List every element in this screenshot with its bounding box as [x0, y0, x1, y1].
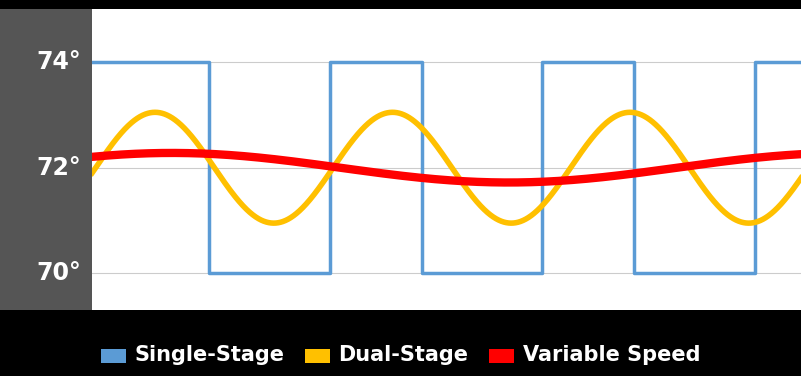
- Legend: Single-Stage, Dual-Stage, Variable Speed: Single-Stage, Dual-Stage, Variable Speed: [97, 341, 704, 369]
- Text: 74°: 74°: [36, 50, 81, 74]
- Text: 72°: 72°: [36, 156, 81, 180]
- Text: 70°: 70°: [36, 261, 81, 285]
